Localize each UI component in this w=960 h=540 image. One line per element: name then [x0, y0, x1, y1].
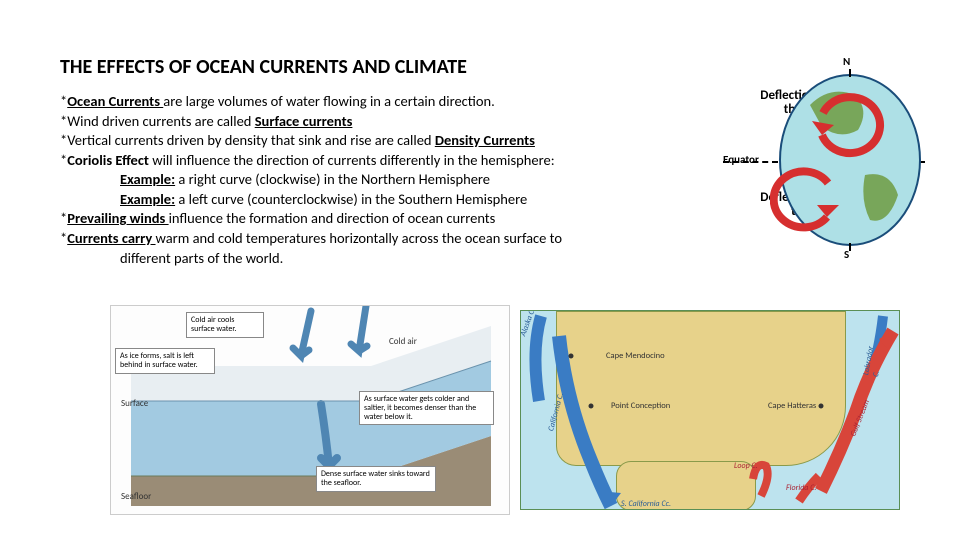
- bullet-3: *Vertical currents driven by density tha…: [60, 131, 790, 151]
- dot-hatteras: [819, 404, 824, 409]
- label-hatteras: Cape Hatteras: [768, 401, 816, 411]
- bullet-9: different parts of the world.: [60, 249, 790, 269]
- term-ocean-currents: Ocean Currents: [67, 92, 163, 110]
- example-label: Example:: [120, 190, 175, 208]
- example-label: Example:: [120, 170, 175, 188]
- content-text: *Ocean Currents are large volumes of wat…: [60, 92, 790, 268]
- txt: *Wind driven currents are called: [60, 112, 255, 130]
- bullet-2: *Wind driven currents are called Surface…: [60, 112, 790, 132]
- density-current-diagram: Cold air cools surface water. As ice for…: [110, 305, 510, 515]
- txt: a left curve (counterclockwise) in the S…: [175, 190, 527, 208]
- txt: warm and cold temperatures horizontally …: [156, 229, 563, 247]
- term-surface-currents: Surface currents: [255, 112, 353, 130]
- term-currents-carry: Currents carry: [67, 229, 155, 247]
- coriolis-globe-diagram: N S Equator Deflection to the right Defl…: [770, 55, 925, 265]
- callout-ice-salt: As ice forms, salt is left behind in sur…: [115, 348, 215, 374]
- term-prevailing-winds: Prevailing winds: [67, 209, 168, 227]
- txt: *Vertical currents driven by density tha…: [60, 131, 435, 149]
- label-mendocino: Cape Mendocino: [606, 351, 665, 361]
- dot-conception: [589, 404, 594, 409]
- alaska-current: [535, 316, 541, 401]
- term-coriolis: Coriolis Effect: [67, 151, 152, 169]
- california-current: [559, 336, 611, 506]
- currents-svg: [521, 311, 900, 510]
- label-seafloor: Seafloor: [121, 491, 151, 502]
- label-coldair: Cold air: [389, 336, 417, 347]
- callout-cold-air: Cold air cools surface water.: [186, 312, 264, 338]
- label-florida-c: Florida C.: [786, 483, 816, 493]
- dot-mendocino: [569, 354, 574, 359]
- bullet-8: *Currents carry warm and cold temperatur…: [60, 229, 790, 249]
- bullet-1: *Ocean Currents are large volumes of wat…: [60, 92, 790, 112]
- label-scalif-c: S. California Cc.: [621, 499, 671, 509]
- txt: a right curve (clockwise) in the Norther…: [175, 170, 490, 188]
- callout-colder-denser: As surface water gets colder and saltier…: [359, 391, 494, 425]
- globe-equator-label: Equator: [723, 153, 759, 166]
- txt: are large volumes of water flowing in a …: [163, 92, 495, 110]
- bullet-6: Example: a left curve (counterclockwise)…: [60, 190, 790, 210]
- term-density-currents: Density Currents: [435, 131, 535, 149]
- label-conception: Point Conception: [611, 401, 670, 411]
- bullet-4: *Coriolis Effect will influence the dire…: [60, 151, 790, 171]
- txt: will influence the direction of currents…: [152, 151, 554, 169]
- label-surface: Surface: [121, 398, 148, 409]
- coldair-arrow-2: [351, 306, 367, 351]
- txt: influence the formation and direction of…: [169, 209, 496, 227]
- label-loop-c: Loop C.: [734, 461, 758, 471]
- us-currents-map: Cape Mendocino Point Conception Cape Hat…: [520, 310, 900, 510]
- callout-sinks: Dense surface water sinks toward the sea…: [316, 466, 436, 492]
- bullet-7: *Prevailing winds influence the formatio…: [60, 209, 790, 229]
- bullet-5: Example: a right curve (clockwise) in th…: [60, 170, 790, 190]
- coldair-arrow-1: [293, 311, 311, 356]
- globe-svg: [770, 55, 925, 265]
- page-title: THE EFFECTS OF OCEAN CURRENTS AND CLIMAT…: [60, 55, 467, 79]
